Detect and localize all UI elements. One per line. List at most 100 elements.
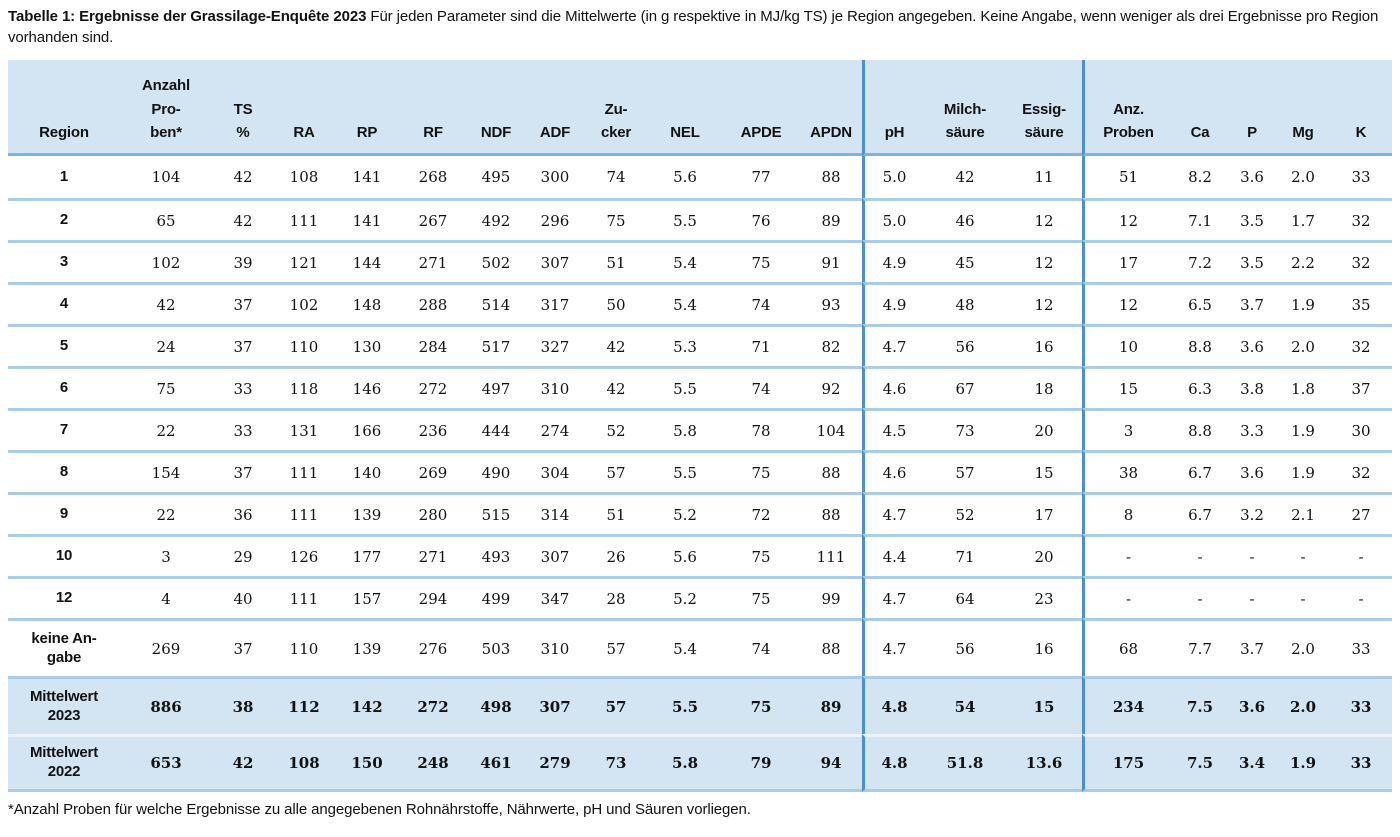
cell-ndf: 517	[466, 324, 526, 366]
cell-mg: 2.0	[1276, 618, 1330, 676]
summary-row: Mittelwert 2023 886 38 112 142 272 498 307 57 5.5…	[8, 676, 1392, 734]
column-header-p: P	[1228, 60, 1276, 156]
cell-nel: 5.5	[648, 450, 722, 492]
row-label: 7	[8, 408, 120, 450]
table-row: 9 22 36 111 139 280 515 314 51 5.2 72 88 4.7 52 17 8 6.7…	[8, 492, 1392, 534]
table-caption-title: Tabelle 1: Ergebnisse der Grassilage-Enq…	[8, 8, 367, 25]
cell-mg: 2.0	[1291, 168, 1315, 186]
cell-essigsaeure: 15	[1006, 450, 1082, 492]
cell-ca: 6.5	[1172, 282, 1228, 324]
cell-zucker: 57	[584, 618, 648, 676]
cell-ts_pct: 42	[212, 734, 274, 792]
column-header-nel: NEL	[648, 60, 722, 156]
row-label: 10	[8, 534, 120, 576]
row-label: 5	[8, 324, 120, 366]
cell-apdn: 104	[800, 408, 862, 450]
column-header-adf: ADF	[526, 60, 584, 156]
cell-ts_pct: 37	[212, 618, 274, 676]
cell-ra: 111	[274, 576, 334, 618]
cell-ts_pct: 37	[212, 324, 274, 366]
cell-adf: 296	[526, 198, 584, 240]
cell-ndf: 497	[466, 366, 526, 408]
cell-essigsaeure: 12	[1006, 282, 1082, 324]
table-header-row: Region Anzahl Pro-ben* TS% RA RP RF NDF ADF Zu-ck…	[8, 60, 1392, 156]
cell-ph: 4.7	[862, 324, 924, 366]
table-row: keine An- gabe 269 37 110 139 276 503 310 57 5.4 7…	[8, 618, 1392, 676]
column-header-milchsaeure: Milch-säure	[924, 60, 1006, 156]
cell-ca: 8.8	[1172, 324, 1228, 366]
cell-milchsaeure: 54	[924, 676, 1006, 734]
row-label: 8	[8, 450, 120, 492]
cell-k: 32	[1330, 198, 1392, 240]
summary-row: Mittelwert 2022 653 42 108 150 248 461 279 73 5.8…	[8, 734, 1392, 792]
table-row: 3 102 39 121 144 271 502 307 51 5.4 75 91 4.9 45 12 17 7…	[8, 240, 1392, 282]
cell-ndf: 503	[466, 618, 526, 676]
cell-rp: 148	[334, 282, 400, 324]
cell-anz_proben: 175	[1082, 734, 1172, 792]
row-label: 4	[8, 282, 120, 324]
cell-ra: 108	[274, 734, 334, 792]
cell-zucker: 28	[584, 576, 648, 618]
cell-anzahl_proben: 886	[120, 676, 212, 734]
cell-p: 3.6	[1228, 676, 1276, 734]
column-header-essigsaeure: Essig-säure	[1006, 60, 1082, 156]
cell-rf: 269	[400, 450, 466, 492]
cell-ca: 7.1	[1172, 198, 1228, 240]
cell-adf: 317	[526, 282, 584, 324]
cell-apdn: 111	[800, 534, 862, 576]
cell-apde: 78	[722, 408, 800, 450]
cell-k: 35	[1330, 282, 1392, 324]
cell-essigsaeure: 15	[1006, 676, 1082, 734]
cell-essigsaeure: 20	[1006, 534, 1082, 576]
cell-ndf: 514	[466, 282, 526, 324]
cell-zucker: 52	[584, 408, 648, 450]
cell-ndf: 499	[466, 576, 526, 618]
cell-essigsaeure: 17	[1006, 492, 1082, 534]
cell-milchsaeure: 51.8	[924, 734, 1006, 792]
cell-essigsaeure: 13.6	[1006, 734, 1082, 792]
cell-mg: 1.9	[1276, 734, 1330, 792]
cell-anzahl_proben: 24	[120, 324, 212, 366]
table-row: 12 4 40 111 157 294 499 347 28 5.2 75 99 4.7 64 23- - - -…	[8, 576, 1392, 618]
cell-ca: 6.7	[1172, 492, 1228, 534]
cell-apdn: 91	[800, 240, 862, 282]
cell-adf: 300	[540, 168, 570, 186]
cell-k: 33	[1330, 676, 1392, 734]
cell-apde: 75	[722, 534, 800, 576]
column-header-rf: RF	[400, 60, 466, 156]
cell-zucker: 57	[584, 450, 648, 492]
cell-nel: 5.5	[648, 676, 722, 734]
cell-mg: 1.9	[1276, 450, 1330, 492]
results-table: Region Anzahl Pro-ben* TS% RA RP RF NDF ADF Zu-ck…	[8, 60, 1392, 792]
cell-ndf: 493	[466, 534, 526, 576]
cell-ca: -	[1172, 534, 1228, 576]
cell-apdn: 89	[800, 676, 862, 734]
cell-ts_pct: 39	[212, 240, 274, 282]
cell-adf: 307	[526, 240, 584, 282]
cell-rp: 144	[334, 240, 400, 282]
cell-ts_pct: 36	[212, 492, 274, 534]
cell-rf: 271	[400, 240, 466, 282]
cell-ts_pct: 37	[212, 282, 274, 324]
cell-nel: 5.2	[648, 576, 722, 618]
cell-mg: 2.0	[1276, 324, 1330, 366]
cell-k: 33	[1330, 618, 1392, 676]
cell-nel: 5.4	[648, 282, 722, 324]
cell-zucker: 26	[584, 534, 648, 576]
cell-ca: 6.7	[1172, 450, 1228, 492]
cell-milchsaeure: 46	[924, 198, 1006, 240]
document-page: Tabelle 1: Ergebnisse der Grassilage-Enq…	[8, 8, 1392, 818]
cell-rf: 280	[400, 492, 466, 534]
cell-ca: 7.5	[1172, 676, 1228, 734]
cell-nel: 5.4	[648, 618, 722, 676]
row-label: 3	[8, 240, 120, 282]
cell-ph: 4.9	[862, 240, 924, 282]
cell-anzahl_proben: 104	[151, 168, 181, 186]
column-header-anzahl_proben: Anzahl Pro-ben*	[120, 60, 212, 156]
cell-rp: 140	[334, 450, 400, 492]
cell-apdn: 92	[800, 366, 862, 408]
cell-apde: 75	[722, 450, 800, 492]
cell-ph: 5.0	[862, 198, 924, 240]
cell-nel: 5.5	[648, 366, 722, 408]
cell-ndf: 490	[466, 450, 526, 492]
